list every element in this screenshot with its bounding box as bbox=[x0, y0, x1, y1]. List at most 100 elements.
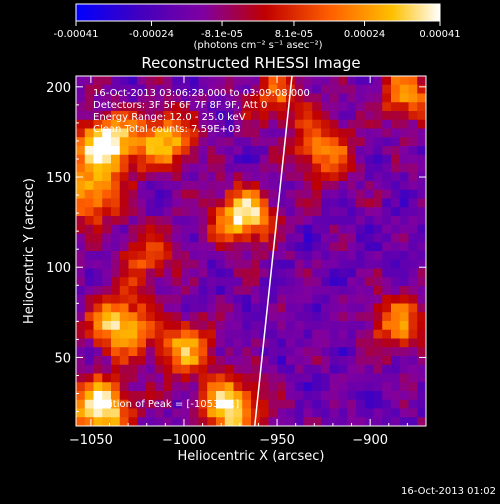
heatmap-cell bbox=[417, 373, 426, 383]
heatmap-cell bbox=[329, 294, 340, 305]
heatmap-cell bbox=[364, 294, 375, 305]
heatmap-cell bbox=[233, 111, 243, 121]
heatmap-cell bbox=[146, 286, 156, 296]
heatmap-cell bbox=[312, 163, 322, 173]
heatmap-cell bbox=[408, 382, 418, 392]
heatmap-cell bbox=[259, 146, 270, 156]
heatmap-cell bbox=[259, 224, 270, 235]
heatmap-cell bbox=[382, 93, 392, 103]
heatmap-cell bbox=[198, 137, 208, 147]
heatmap-cell bbox=[321, 128, 331, 138]
heatmap-cell bbox=[312, 102, 322, 112]
heatmap-cell bbox=[207, 207, 217, 217]
heatmap-cell bbox=[154, 154, 165, 165]
heatmap-cell bbox=[84, 329, 95, 340]
heatmap-cell bbox=[137, 111, 147, 121]
heatmap-cell bbox=[146, 146, 156, 156]
heatmap-cell bbox=[321, 119, 331, 130]
heatmap-cell bbox=[233, 364, 243, 375]
heatmap-cell bbox=[163, 119, 173, 130]
heatmap-cell bbox=[321, 382, 331, 392]
heatmap-cell bbox=[347, 128, 357, 138]
heatmap-cell bbox=[181, 172, 191, 182]
heatmap-cell bbox=[268, 224, 278, 235]
heatmap-cell bbox=[207, 163, 217, 173]
heatmap-cell bbox=[286, 207, 296, 217]
heatmap-cell bbox=[277, 286, 287, 296]
heatmap-cell bbox=[251, 286, 261, 296]
heatmap-cell bbox=[137, 102, 147, 112]
heatmap-cell bbox=[242, 189, 252, 200]
heatmap-cell bbox=[189, 408, 200, 418]
heatmap-cell bbox=[163, 93, 173, 103]
heatmap-cell bbox=[128, 268, 138, 278]
heatmap-cell bbox=[189, 399, 200, 410]
heatmap-cell bbox=[233, 76, 243, 86]
heatmap-cell bbox=[84, 163, 95, 173]
heatmap-cell bbox=[382, 347, 392, 357]
heatmap-cell bbox=[259, 373, 270, 383]
heatmap-cell bbox=[102, 259, 112, 270]
heatmap-cell bbox=[189, 356, 200, 366]
heatmap-cell bbox=[312, 312, 322, 322]
heatmap-cell bbox=[399, 347, 410, 357]
heatmap-cell bbox=[364, 119, 375, 130]
heatmap-cell bbox=[373, 417, 383, 426]
heatmap-cell bbox=[417, 137, 426, 147]
heatmap-cell bbox=[251, 373, 261, 383]
heatmap-cell bbox=[277, 76, 287, 86]
heatmap-cell bbox=[399, 321, 410, 331]
heatmap-cell bbox=[242, 224, 252, 235]
heatmap-cell bbox=[181, 303, 191, 313]
heatmap-cell bbox=[84, 119, 95, 130]
heatmap-cell bbox=[373, 391, 383, 401]
heatmap-cell bbox=[329, 338, 340, 348]
heatmap-cell bbox=[154, 216, 165, 226]
heatmap-cell bbox=[321, 146, 331, 156]
heatmap-cell bbox=[146, 198, 156, 208]
heatmap-cell bbox=[259, 119, 270, 130]
heatmap-cell bbox=[277, 364, 287, 375]
heatmap-cell bbox=[163, 338, 173, 348]
heatmap-cell bbox=[373, 329, 383, 340]
heatmap-cell bbox=[102, 382, 112, 392]
heatmap-cell bbox=[242, 373, 252, 383]
heatmap-cell bbox=[102, 321, 112, 331]
heatmap-cell bbox=[382, 137, 392, 147]
heatmap-cell bbox=[286, 251, 296, 261]
heatmap-cell bbox=[172, 111, 182, 121]
heatmap-cell bbox=[329, 242, 340, 252]
heatmap-cell bbox=[84, 356, 95, 366]
heatmap-cell bbox=[84, 408, 95, 418]
heatmap-cell bbox=[382, 189, 392, 200]
heatmap-cell bbox=[128, 84, 138, 95]
heatmap-cell bbox=[373, 242, 383, 252]
heatmap-cell bbox=[277, 399, 287, 410]
heatmap-cell bbox=[294, 391, 305, 401]
heatmap-cell bbox=[373, 84, 383, 95]
heatmap-cell bbox=[399, 137, 410, 147]
heatmap-cell bbox=[181, 224, 191, 235]
heatmap-cell bbox=[146, 84, 156, 95]
heatmap-cell bbox=[76, 338, 86, 348]
heatmap-cell bbox=[137, 146, 147, 156]
heatmap-cell bbox=[321, 356, 331, 366]
heatmap-cell bbox=[128, 347, 138, 357]
heatmap-cell bbox=[198, 242, 208, 252]
heatmap-cell bbox=[373, 268, 383, 278]
heatmap-cell bbox=[277, 189, 287, 200]
heatmap-cell bbox=[338, 364, 348, 375]
heatmap-cell bbox=[347, 399, 357, 410]
heatmap-cell bbox=[84, 294, 95, 305]
heatmap-cell bbox=[119, 329, 130, 340]
heatmap-cell bbox=[84, 417, 95, 426]
heatmap-cell bbox=[286, 347, 296, 357]
heatmap-cell bbox=[189, 189, 200, 200]
heatmap-cell bbox=[76, 198, 86, 208]
heatmap-cell bbox=[347, 312, 357, 322]
heatmap-cell bbox=[303, 312, 313, 322]
heatmap-cell bbox=[399, 399, 410, 410]
heatmap-cell bbox=[189, 181, 200, 191]
